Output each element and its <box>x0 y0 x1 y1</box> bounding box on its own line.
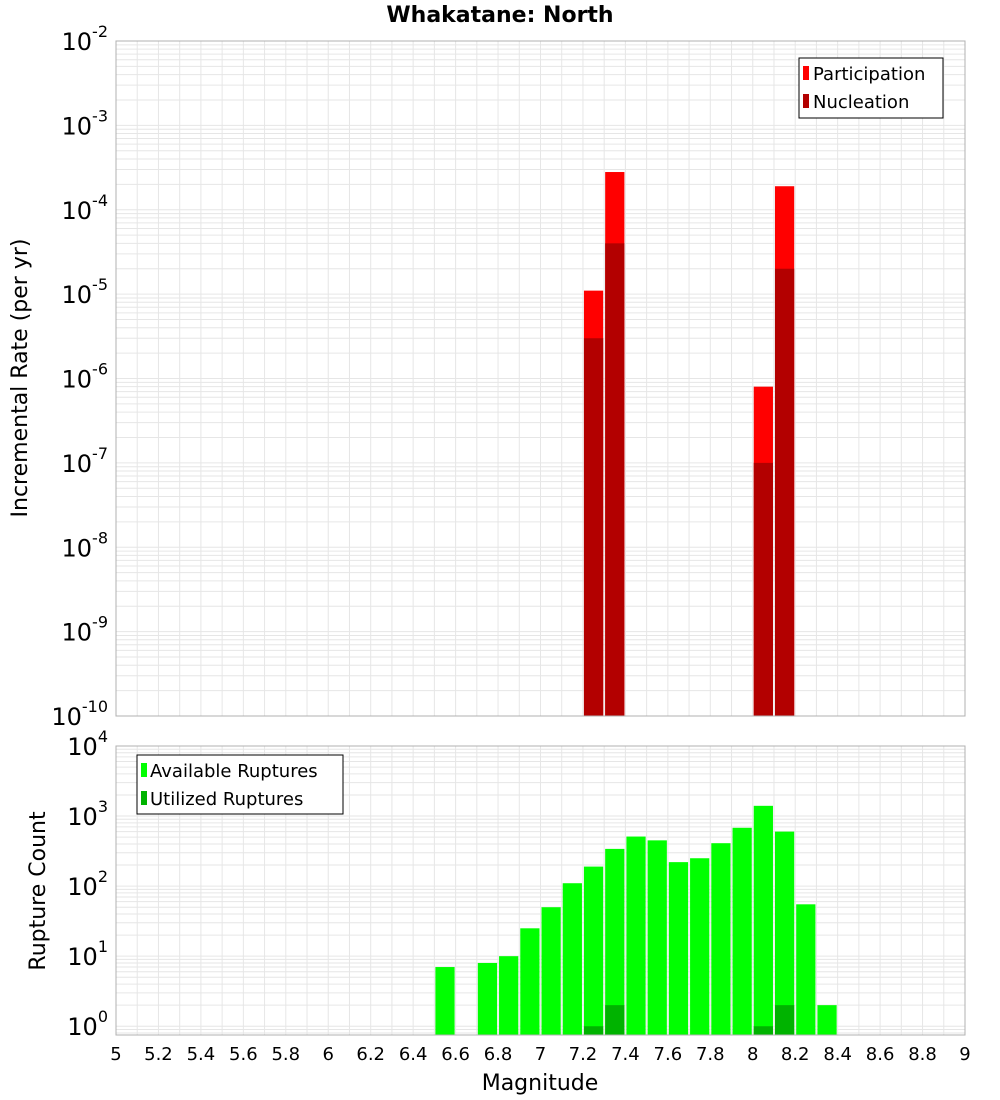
legend-label-available-ruptures: Available Ruptures <box>150 761 318 782</box>
x-tick-labels: 5 5.2 5.4 5.6 5.8 6 6.2 6.4 6.6 6.8 7 7.2 7.4 7.6 7.8 8… <box>110 1044 970 1065</box>
bottom-legend: Available Ruptures Utilized Ruptures <box>136 754 344 815</box>
legend-swatch-nucleation <box>803 94 809 108</box>
x-tick-label: 6.4 <box>399 1044 428 1065</box>
bottom-bar-available-ruptures <box>541 907 561 1035</box>
bottom-bar-available-ruptures <box>626 836 646 1035</box>
top-y-tick-labels: 10-10 10-9 10-8 10-7 10-6 10-5 10-4 10-3 10-2 <box>51 22 108 731</box>
y-tick-label: 10-4 <box>62 191 109 225</box>
top-panel-bars <box>583 172 795 717</box>
x-tick-label: 5.2 <box>144 1044 173 1065</box>
x-tick-label: 7.8 <box>696 1044 725 1065</box>
x-tick-label: 7.2 <box>569 1044 598 1065</box>
bottom-bar-available-ruptures <box>562 883 582 1035</box>
top-legend-box <box>798 57 944 119</box>
legend-label-nucleation: Nucleation <box>813 92 909 113</box>
x-tick-label: 6.6 <box>441 1044 470 1065</box>
bottom-bar-available-ruptures <box>605 848 625 1035</box>
y-tick-label: 10-10 <box>51 697 108 731</box>
y-tick-label: 10-9 <box>62 613 109 647</box>
y-tick-label: 104 <box>67 727 108 761</box>
x-tick-label: 8.4 <box>823 1044 852 1065</box>
bottom-panel-bars <box>435 805 837 1035</box>
x-tick-label: 8.2 <box>781 1044 810 1065</box>
bottom-bar-available-ruptures <box>817 1005 837 1035</box>
legend-swatch-participation <box>803 66 809 80</box>
legend-swatch-available-ruptures <box>141 763 147 777</box>
top-panel-grid <box>115 40 966 717</box>
x-tick-label: 5.8 <box>271 1044 300 1065</box>
chart-title: Whakatane: North <box>386 3 613 28</box>
bottom-bar-available-ruptures <box>753 805 773 1035</box>
x-tick-label: 7.6 <box>654 1044 683 1065</box>
x-tick-label: 6.2 <box>356 1044 385 1065</box>
bottom-bar-utilized-ruptures <box>605 1005 625 1035</box>
x-tick-label: 6 <box>323 1044 334 1065</box>
bottom-bar-available-ruptures <box>647 840 667 1035</box>
y-tick-label: 10-2 <box>62 22 109 56</box>
x-tick-label: 8.6 <box>866 1044 895 1065</box>
y-tick-label: 10-8 <box>62 528 109 562</box>
x-tick-label: 7.4 <box>611 1044 640 1065</box>
y-tick-label: 101 <box>67 937 108 971</box>
legend-label-participation: Participation <box>813 64 925 85</box>
top-panel-frame <box>115 40 966 717</box>
bottom-bar-available-ruptures <box>583 866 604 1035</box>
y-tick-label: 102 <box>67 867 108 901</box>
bottom-y-axis-label: Rupture Count <box>26 811 51 971</box>
x-tick-label: 5 <box>110 1044 121 1065</box>
top-bar-nucleation <box>583 338 604 716</box>
y-tick-label: 103 <box>67 797 108 831</box>
bottom-legend-box <box>136 754 344 815</box>
bottom-bar-available-ruptures <box>499 956 519 1035</box>
bottom-bar-utilized-ruptures <box>753 1026 773 1035</box>
x-tick-label: 5.6 <box>229 1044 258 1065</box>
bottom-bar-available-ruptures <box>668 862 689 1035</box>
top-legend: Participation Nucleation <box>798 57 944 119</box>
x-tick-label: 7 <box>535 1044 546 1065</box>
bottom-bar-available-ruptures <box>520 928 540 1035</box>
top-y-axis-label: Incremental Rate (per yr) <box>8 239 33 518</box>
x-axis-label: Magnitude <box>482 1071 599 1096</box>
bottom-bar-available-ruptures <box>711 843 731 1035</box>
x-tick-label: 8 <box>747 1044 758 1065</box>
bottom-bar-available-ruptures <box>732 827 752 1035</box>
legend-label-utilized-ruptures: Utilized Ruptures <box>150 789 303 810</box>
bottom-bar-available-ruptures <box>796 904 816 1035</box>
bottom-panel-frame <box>115 745 966 1036</box>
x-tick-label: 6.8 <box>484 1044 513 1065</box>
bottom-bar-utilized-ruptures <box>583 1026 604 1035</box>
bottom-bar-utilized-ruptures <box>774 1005 795 1035</box>
x-tick-label: 9 <box>959 1044 970 1065</box>
top-bar-nucleation <box>774 268 795 716</box>
bottom-bar-available-ruptures <box>774 831 795 1035</box>
bottom-bar-available-ruptures <box>690 858 710 1035</box>
bottom-bar-available-ruptures <box>477 962 498 1035</box>
top-bar-nucleation <box>605 243 625 717</box>
bottom-bar-available-ruptures <box>435 967 455 1035</box>
y-tick-label: 10-5 <box>62 275 109 309</box>
y-tick-label: 10-6 <box>62 360 109 394</box>
x-tick-label: 5.4 <box>187 1044 216 1065</box>
y-tick-label: 10-3 <box>62 106 109 140</box>
y-tick-label: 100 <box>67 1007 108 1041</box>
bottom-y-tick-labels: 100 101 102 103 104 <box>67 727 108 1041</box>
y-tick-label: 10-7 <box>62 444 109 478</box>
x-tick-label: 8.8 <box>908 1044 937 1065</box>
top-bar-nucleation <box>753 462 773 716</box>
legend-swatch-utilized-ruptures <box>141 791 147 805</box>
